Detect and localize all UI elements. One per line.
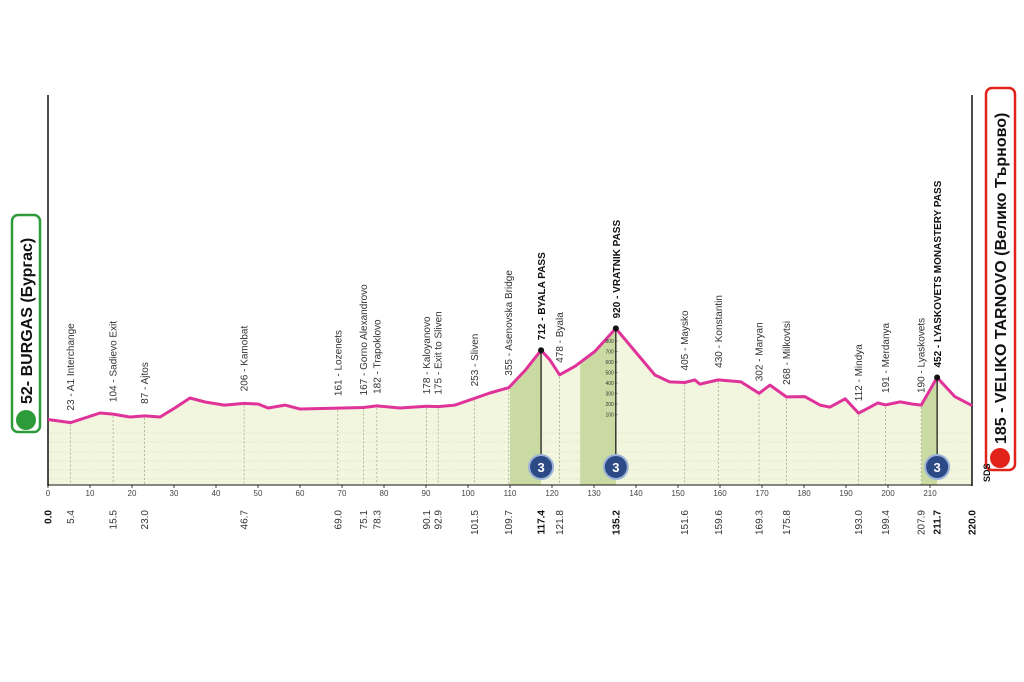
finish-label: 185 - VELIKO TARNOVO (Велико Търново)	[993, 113, 1010, 444]
km-label: 69.0	[333, 510, 344, 530]
km-label: 75.1	[359, 510, 370, 530]
km-label: 199.4	[881, 510, 892, 535]
climb-label: 712 - BYALA PASS	[537, 252, 548, 340]
start-label: 52- BURGAS (Бургас)	[19, 238, 36, 404]
climb-label: 452 - LYASKOVETS MONASTERY PASS	[933, 180, 944, 367]
waypoint-label: 302 - Maryan	[755, 322, 766, 381]
x-tick-label: 210	[923, 489, 937, 498]
waypoint-label: 87 - Ajtos	[140, 362, 151, 404]
x-tick-label: 70	[338, 489, 347, 498]
waypoint-label: 161 - Lozenets	[333, 330, 344, 396]
x-tick-label: 80	[380, 489, 389, 498]
x-tick-label: 140	[629, 489, 643, 498]
waypoint-label: 430 - Konstantin	[714, 295, 725, 368]
climb-top	[612, 325, 619, 332]
x-tick-label: 30	[170, 489, 179, 498]
waypoint-label: 112 - Mindya	[854, 344, 865, 402]
km-label: 46.7	[240, 510, 251, 530]
waypoint-label: 355 - Asenovska Bridge	[504, 270, 515, 376]
km-label: 220.0	[968, 510, 979, 535]
x-tick-label: 160	[713, 489, 727, 498]
start-icon	[16, 410, 36, 430]
climb-badge	[528, 454, 555, 480]
km-label: 92.9	[434, 510, 445, 530]
waypoint-label: 190 - Lyaskovets	[917, 318, 928, 393]
x-tick-label: 200	[881, 489, 895, 498]
waypoint-label: 167 - Gorno Alexandrovo	[359, 284, 370, 396]
km-label: 109.7	[504, 510, 515, 535]
waypoint-label: 253 - Sliven	[470, 334, 481, 387]
y-tick-label: 400	[605, 381, 614, 387]
km-label: 5.4	[66, 510, 77, 524]
climb-category: 3	[612, 460, 619, 475]
climb-badge	[602, 454, 629, 480]
km-label: 90.1	[422, 510, 433, 530]
y-tick-label: 100	[605, 413, 614, 419]
waypoint-label: 478 - Byala	[555, 312, 566, 363]
waypoint-label: 182 - Trapoklovo	[372, 319, 383, 394]
x-tick-label: 170	[755, 489, 769, 498]
waypoint-label: 405 - Maysko	[680, 310, 691, 370]
km-label: 15.5	[109, 510, 120, 530]
waypoint-label: 206 - Kamobat	[240, 326, 251, 392]
profile-line	[47, 326, 973, 425]
km-label: 117.4	[537, 510, 548, 535]
km-label: 78.3	[372, 510, 383, 530]
x-tick-label: 20	[128, 489, 137, 498]
x-tick-label: 190	[839, 489, 853, 498]
climb-top	[538, 347, 545, 354]
km-label: 159.6	[714, 510, 725, 535]
waypoint-label: 104 - Sadievo Exit	[109, 321, 120, 402]
km-label: 175.8	[782, 510, 793, 535]
waypoint-label: 175 - Exit to Sliven	[434, 311, 445, 394]
y-tick-label: 500	[605, 371, 614, 377]
climb-top	[934, 374, 941, 381]
km-label: 193.0	[854, 510, 865, 535]
km-label: 169.3	[755, 510, 766, 535]
km-label: 207.9	[917, 510, 928, 535]
x-tick-label: 100	[461, 489, 475, 498]
x-tick-label: 90	[422, 489, 431, 498]
x-tick-label: 50	[254, 489, 263, 498]
climb-category: 3	[934, 460, 941, 475]
x-tick-label: 40	[212, 489, 221, 498]
climb-label: 920 - VRATNIK PASS	[612, 220, 623, 319]
logo: SDS	[982, 463, 992, 482]
km-label: 151.6	[680, 510, 691, 535]
y-tick-label: 600	[605, 360, 614, 366]
km-label: 211.7	[933, 510, 944, 535]
km-label: 23.0	[140, 510, 151, 530]
finish-icon	[990, 448, 1010, 468]
waypoint-label: 23 - A1 Interchange	[66, 323, 77, 411]
x-tick-label: 10	[86, 489, 95, 498]
x-tick-label: 130	[587, 489, 601, 498]
km-label: 0.0	[44, 510, 55, 524]
y-tick-label: 800	[605, 339, 614, 345]
waypoint-label: 178 - Kaloyanovo	[422, 316, 433, 394]
km-label: 101.5	[470, 510, 481, 535]
x-tick-label: 120	[545, 489, 559, 498]
x-tick-label: 0	[46, 489, 51, 498]
y-tick-label: 300	[605, 392, 614, 398]
km-label: 121.8	[555, 510, 566, 535]
waypoint-label: 191 - Merdanya	[881, 322, 892, 392]
km-label: 135.2	[611, 510, 622, 535]
finish-box	[984, 86, 1017, 472]
x-tick-label: 150	[671, 489, 685, 498]
y-tick-label: 200	[605, 402, 614, 408]
waypoint-label: 268 - Milkovtsi	[782, 321, 793, 385]
climb-category: 3	[537, 460, 544, 475]
climb-badge	[924, 454, 951, 480]
start-box	[10, 213, 42, 434]
x-tick-label: 180	[797, 489, 811, 498]
x-tick-label: 110	[504, 489, 517, 498]
x-tick-label: 60	[296, 489, 305, 498]
y-tick-label: 700	[605, 350, 614, 356]
